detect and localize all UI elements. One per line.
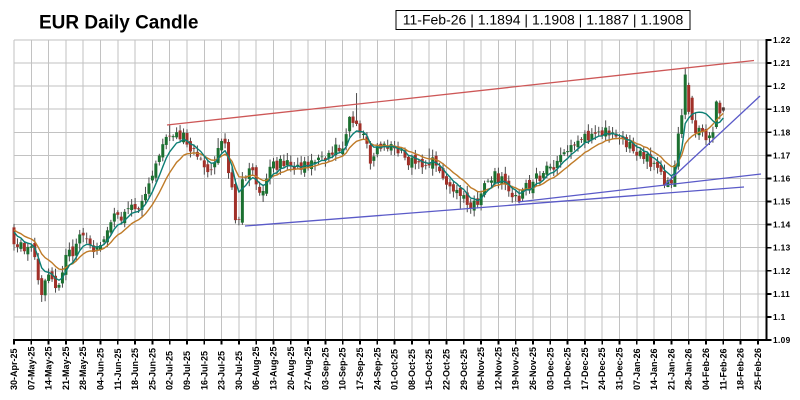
svg-text:15-Oct-25: 15-Oct-25 [424, 349, 434, 390]
svg-text:27-Aug-25: 27-Aug-25 [303, 346, 313, 390]
svg-text:07-Jan-26: 07-Jan-26 [632, 348, 642, 390]
svg-text:09-Jul-25: 09-Jul-25 [182, 351, 192, 390]
svg-text:04-Feb-26: 04-Feb-26 [701, 348, 711, 390]
svg-text:08-Oct-25: 08-Oct-25 [407, 349, 417, 390]
svg-text:1.11: 1.11 [773, 289, 790, 299]
svg-text:30-Apr-25: 30-Apr-25 [9, 348, 19, 390]
svg-text:11-Feb-26 | 1.1894 | 1.1908 |: 11-Feb-26 | 1.1894 | 1.1908 | 1.1887 | 1… [403, 12, 684, 28]
svg-text:07-May-25: 07-May-25 [26, 346, 36, 390]
svg-text:23-Jul-25: 23-Jul-25 [217, 351, 227, 390]
svg-text:1.19: 1.19 [773, 104, 791, 114]
svg-text:16-Jul-25: 16-Jul-25 [199, 351, 209, 390]
svg-text:1.13: 1.13 [773, 243, 791, 253]
svg-text:17-Dec-25: 17-Dec-25 [580, 347, 590, 390]
svg-text:24-Dec-25: 24-Dec-25 [597, 347, 607, 390]
svg-text:1.14: 1.14 [773, 220, 791, 230]
svg-text:10-Sep-25: 10-Sep-25 [338, 347, 348, 390]
svg-text:1.21: 1.21 [773, 58, 791, 68]
svg-text:06-Aug-25: 06-Aug-25 [251, 346, 261, 390]
svg-text:18-Jun-25: 18-Jun-25 [130, 348, 140, 390]
svg-text:14-Jan-26: 14-Jan-26 [649, 348, 659, 390]
svg-text:1.16: 1.16 [773, 173, 791, 183]
svg-text:14-May-25: 14-May-25 [44, 346, 54, 390]
svg-text:13-Aug-25: 13-Aug-25 [269, 346, 279, 390]
svg-text:11-Feb-26: 11-Feb-26 [718, 348, 728, 390]
svg-text:1.17: 1.17 [773, 150, 791, 160]
svg-text:29-Oct-25: 29-Oct-25 [459, 349, 469, 390]
svg-text:28-Jan-26: 28-Jan-26 [684, 348, 694, 390]
svg-text:EUR Daily Candle: EUR Daily Candle [39, 13, 198, 34]
svg-text:1.12: 1.12 [773, 266, 791, 276]
svg-text:21-Jan-26: 21-Jan-26 [666, 348, 676, 390]
svg-text:04-Jun-25: 04-Jun-25 [96, 348, 106, 390]
svg-text:17-Sep-25: 17-Sep-25 [355, 347, 365, 390]
svg-text:01-Oct-25: 01-Oct-25 [390, 349, 400, 390]
svg-text:18-Feb-26: 18-Feb-26 [736, 348, 746, 390]
svg-text:1.15: 1.15 [773, 197, 791, 207]
svg-text:1.09: 1.09 [773, 335, 791, 345]
svg-text:11-Jun-25: 11-Jun-25 [113, 348, 123, 390]
svg-text:28-May-25: 28-May-25 [78, 346, 88, 390]
svg-text:26-Nov-25: 26-Nov-25 [528, 347, 538, 390]
svg-text:02-Jul-25: 02-Jul-25 [165, 351, 175, 390]
svg-text:03-Dec-25: 03-Dec-25 [545, 347, 555, 390]
svg-text:1.22: 1.22 [773, 35, 791, 45]
svg-text:20-Aug-25: 20-Aug-25 [286, 346, 296, 390]
svg-text:19-Nov-25: 19-Nov-25 [511, 347, 521, 390]
svg-text:03-Sep-25: 03-Sep-25 [320, 347, 330, 390]
svg-text:25-Feb-26: 25-Feb-26 [753, 348, 763, 390]
svg-text:10-Dec-25: 10-Dec-25 [563, 347, 573, 390]
svg-text:25-Jun-25: 25-Jun-25 [147, 348, 157, 390]
svg-text:1.2: 1.2 [773, 81, 786, 91]
svg-text:31-Dec-25: 31-Dec-25 [615, 347, 625, 390]
svg-text:30-Jul-25: 30-Jul-25 [234, 351, 244, 390]
svg-text:22-Oct-25: 22-Oct-25 [442, 349, 452, 390]
svg-text:1.1: 1.1 [773, 312, 786, 322]
svg-text:24-Sep-25: 24-Sep-25 [372, 347, 382, 390]
svg-text:12-Nov-25: 12-Nov-25 [493, 347, 503, 390]
svg-text:1.18: 1.18 [773, 127, 791, 137]
svg-text:21-May-25: 21-May-25 [61, 346, 71, 390]
svg-text:05-Nov-25: 05-Nov-25 [476, 347, 486, 390]
